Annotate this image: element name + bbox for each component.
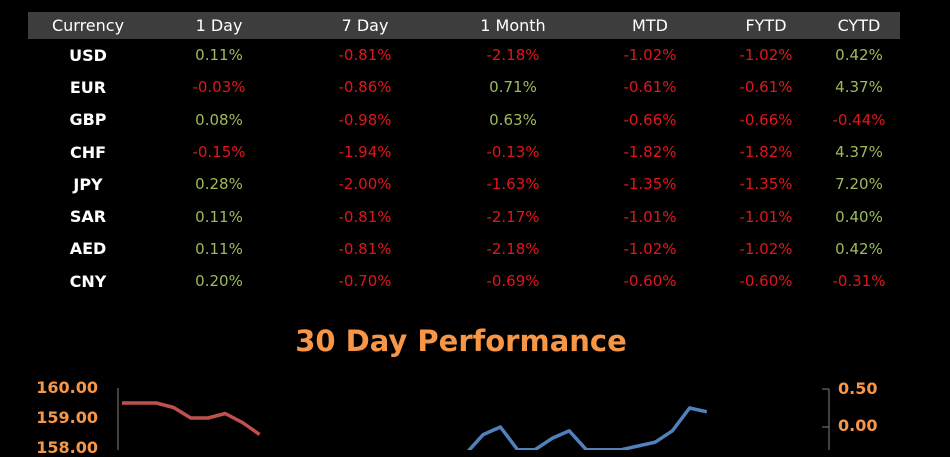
performance-value: 0.11%: [195, 207, 243, 226]
column-header: FYTD: [714, 12, 818, 39]
performance-value: -0.61%: [739, 78, 793, 97]
table-header-row: Currency 1 Day 7 Day 1 Month MTD FYTD CYTD: [28, 12, 900, 39]
performance-value: -0.61%: [623, 78, 677, 97]
currency-code: AED: [69, 239, 107, 259]
performance-value: -1.01%: [623, 207, 677, 226]
currency-code: EUR: [69, 77, 107, 97]
right-axis-tick-label: 0.00: [838, 416, 878, 435]
performance-value: -0.15%: [192, 143, 246, 162]
currency-code: GBP: [69, 110, 107, 130]
performance-value: -1.02%: [623, 46, 677, 65]
performance-value: -0.66%: [739, 110, 793, 129]
performance-value: 0.11%: [195, 239, 243, 258]
performance-value: -2.18%: [486, 46, 540, 65]
performance-value: -1.02%: [739, 239, 793, 258]
currency-code: CHF: [69, 142, 107, 162]
column-header: MTD: [586, 12, 714, 39]
left-axis-tick-label: 159.00: [36, 408, 98, 427]
performance-value: 0.40%: [835, 207, 883, 226]
performance-value: -2.18%: [486, 239, 540, 258]
currency-code: CNY: [69, 271, 107, 291]
column-header: Currency: [28, 12, 148, 39]
performance-value: 0.28%: [195, 175, 243, 194]
performance-value: -0.81%: [338, 46, 392, 65]
chart-title: 30 Day Performance: [295, 324, 627, 358]
column-header: 7 Day: [290, 12, 440, 39]
performance-value: -0.60%: [623, 272, 677, 291]
performance-value: -0.13%: [486, 143, 540, 162]
column-header: 1 Day: [148, 12, 290, 39]
performance-value: 4.37%: [835, 78, 883, 97]
table-body: USD 0.11% -0.81% -2.18% -1.02% -1.02% 0.42% EUR…: [28, 39, 900, 297]
currency-code: USD: [69, 45, 107, 65]
performance-value: -1.01%: [739, 207, 793, 226]
table-row: GBP 0.08% -0.98% 0.63% -0.66% -0.66% -0.44%: [28, 104, 900, 136]
left-series-line: [122, 401, 261, 436]
table-row: JPY 0.28% -2.00% -1.63% -1.35% -1.35% 7.20%: [28, 168, 900, 200]
performance-value: 4.37%: [835, 143, 883, 162]
performance-value: 0.42%: [835, 46, 883, 65]
table-row: AED 0.11% -0.81% -2.18% -1.02% -1.02% 0.42%: [28, 233, 900, 265]
performance-value: -0.66%: [623, 110, 677, 129]
performance-value: -1.82%: [623, 143, 677, 162]
currency-code: JPY: [73, 174, 103, 194]
table-row: USD 0.11% -0.81% -2.18% -1.02% -1.02% 0.42%: [28, 39, 900, 71]
table-row: CNY 0.20% -0.70% -0.69% -0.60% -0.60% -0.31%: [28, 265, 900, 297]
performance-value: 0.20%: [195, 272, 243, 291]
performance-value: -0.86%: [338, 78, 392, 97]
performance-value: -0.81%: [338, 239, 392, 258]
performance-value: -0.69%: [486, 272, 540, 291]
performance-value: -1.02%: [739, 46, 793, 65]
performance-value: -0.70%: [338, 272, 392, 291]
performance-value: -1.82%: [739, 143, 793, 162]
performance-value: -0.60%: [739, 272, 793, 291]
performance-value: -0.44%: [832, 110, 886, 129]
column-header: 1 Month: [440, 12, 586, 39]
performance-value: 0.08%: [195, 110, 243, 129]
performance-value: 0.11%: [195, 46, 243, 65]
performance-value: 7.20%: [835, 175, 883, 194]
performance-value: -2.17%: [486, 207, 540, 226]
performance-value: -0.03%: [192, 78, 246, 97]
performance-value: 0.63%: [489, 110, 537, 129]
performance-value: -2.00%: [338, 175, 392, 194]
performance-value: 0.71%: [489, 78, 537, 97]
table-row: SAR 0.11% -0.81% -2.17% -1.01% -1.01% 0.40%: [28, 200, 900, 232]
table-row: CHF -0.15% -1.94% -0.13% -1.82% -1.82% 4.37%: [28, 136, 900, 168]
performance-value: -1.02%: [623, 239, 677, 258]
performance-value: -0.81%: [338, 207, 392, 226]
currency-code: SAR: [69, 207, 107, 227]
column-header: CYTD: [818, 12, 900, 39]
performance-value: -0.98%: [338, 110, 392, 129]
left-axis-tick-label: 160.00: [36, 378, 98, 397]
currency-performance-table: Currency 1 Day 7 Day 1 Month MTD FYTD CYTD USD…: [28, 12, 900, 297]
right-series-line: [466, 406, 708, 450]
performance-value: -1.35%: [739, 175, 793, 194]
performance-value: -1.63%: [486, 175, 540, 194]
performance-value: -1.35%: [623, 175, 677, 194]
right-axis-tick-label: 0.50: [838, 379, 878, 398]
performance-value: -0.31%: [832, 272, 886, 291]
performance-value: -1.94%: [338, 143, 392, 162]
performance-value: 0.42%: [835, 239, 883, 258]
table-row: EUR -0.03% -0.86% 0.71% -0.61% -0.61% 4.37%: [28, 71, 900, 103]
